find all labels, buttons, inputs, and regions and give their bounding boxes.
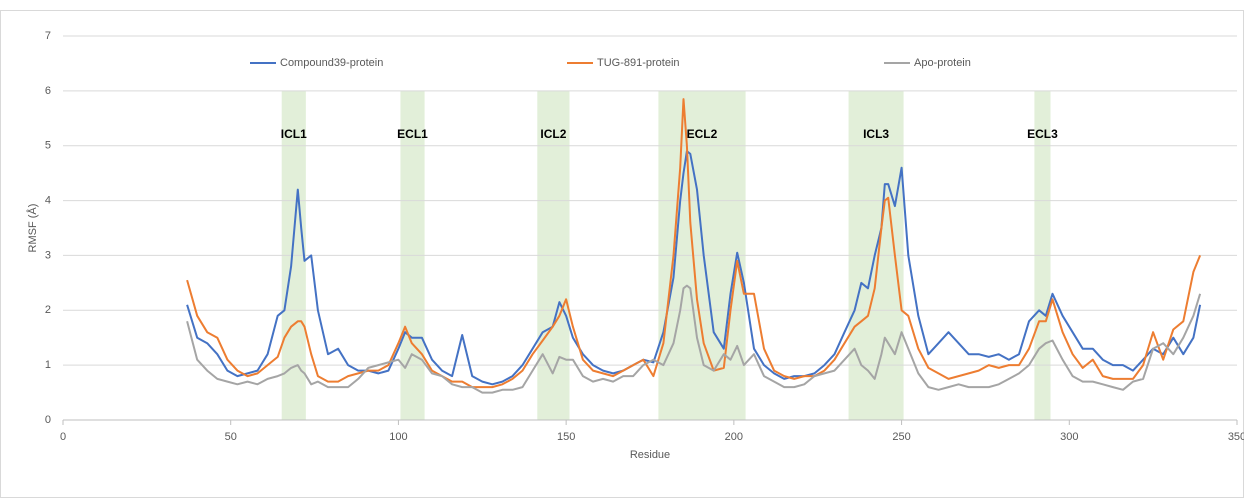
y-tick-label: 7 <box>45 30 51 42</box>
y-tick-label: 4 <box>45 194 51 206</box>
legend-label: TUG-891-protein <box>597 57 680 69</box>
region-label: ICL3 <box>863 127 889 141</box>
legend-label: Compound39-protein <box>280 57 383 69</box>
x-tick-label: 0 <box>60 431 66 443</box>
region-label: ICL2 <box>540 127 566 141</box>
y-axis-label: RMSF (Å) <box>26 204 39 253</box>
region-label: ECL2 <box>687 127 718 141</box>
region-label: ECL1 <box>397 127 428 141</box>
y-tick-label: 3 <box>45 249 51 261</box>
x-tick-label: 300 <box>1060 431 1078 443</box>
region-label: ECL3 <box>1027 127 1058 141</box>
y-tick-label: 0 <box>45 414 51 426</box>
y-tick-label: 5 <box>45 140 51 152</box>
series-line <box>186 284 1202 394</box>
x-tick-label: 350 <box>1228 431 1244 443</box>
y-tick-label: 2 <box>45 304 51 316</box>
x-tick-label: 150 <box>557 431 575 443</box>
chart-frame <box>0 10 1244 498</box>
x-tick-label: 50 <box>225 431 237 443</box>
series-line <box>186 98 1202 389</box>
series-line <box>186 150 1202 386</box>
x-tick-label: 200 <box>725 431 743 443</box>
x-tick-label: 250 <box>892 431 910 443</box>
legend-label: Apo-protein <box>914 57 971 69</box>
x-tick-label: 100 <box>389 431 407 443</box>
region-label: ICL1 <box>281 127 307 141</box>
y-tick-label: 1 <box>45 359 51 371</box>
y-tick-label: 6 <box>45 85 51 97</box>
x-axis-label: Residue <box>630 449 670 461</box>
